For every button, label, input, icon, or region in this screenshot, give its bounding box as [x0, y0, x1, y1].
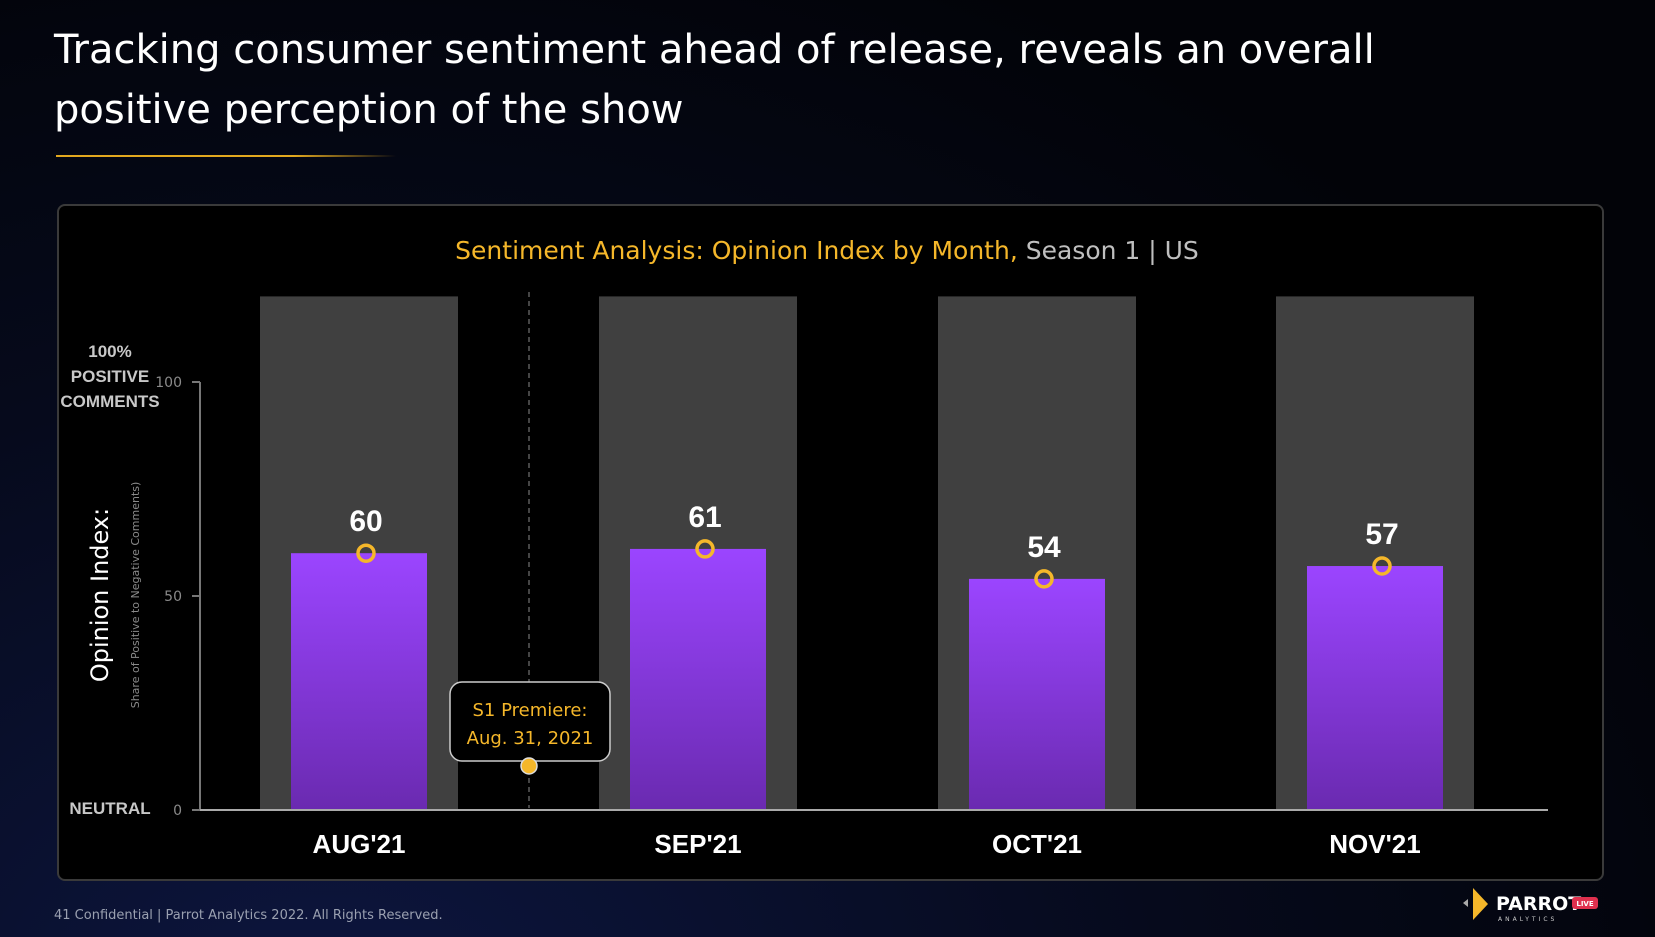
- chart-subtitle: Season 1 | US: [1026, 236, 1199, 265]
- footer-text: 41 Confidential | Parrot Analytics 2022.…: [54, 908, 443, 923]
- value-marker: [1034, 569, 1054, 589]
- x-tick-label: AUG'21: [313, 829, 406, 859]
- logo-sub: ANALYTICS: [1498, 916, 1557, 923]
- y-axis-label: Opinion Index:: [86, 508, 114, 682]
- annotation-line-2: Aug. 31, 2021: [467, 728, 594, 749]
- y-tick-label: 50: [164, 589, 182, 605]
- data-label: 61: [688, 501, 721, 534]
- y-tick-label: 0: [173, 803, 182, 819]
- bar-SEP'21: [630, 548, 766, 810]
- chart-title-line: Sentiment Analysis: Opinion Index by Mon…: [455, 236, 1199, 265]
- x-tick-label: NOV'21: [1329, 829, 1420, 859]
- parrot-analytics-logo: PARROT ANALYTICS LIVE: [1463, 888, 1598, 923]
- y-top-label-2: POSITIVE: [71, 367, 149, 386]
- y-bottom-label: NEUTRAL: [69, 799, 150, 818]
- logo-badge: LIVE: [1576, 900, 1593, 908]
- logo-name: PARROT: [1496, 893, 1581, 915]
- annotation-callout: S1 Premiere: Aug. 31, 2021: [449, 681, 611, 775]
- title-underline: [56, 155, 396, 157]
- value-marker: [1372, 556, 1392, 576]
- y-top-label-3: COMMENTS: [60, 392, 159, 411]
- y-tick-label: 100: [155, 375, 182, 391]
- data-label: 60: [349, 505, 382, 538]
- bar-NOV'21: [1307, 566, 1443, 810]
- x-tick-label: SEP'21: [654, 829, 741, 859]
- y-axis-sublabel: Share of Positive to Negative Comments): [129, 482, 142, 709]
- bar-OCT'21: [969, 578, 1105, 810]
- slide-title: Tracking consumer sentiment ahead of rel…: [54, 27, 1375, 133]
- bar-AUG'21: [291, 553, 427, 810]
- chart-title: Sentiment Analysis: Opinion Index by Mon…: [455, 236, 1018, 265]
- y-top-label-1: 100%: [88, 342, 131, 361]
- value-marker: [356, 543, 376, 563]
- premiere-dot: [520, 757, 538, 775]
- x-tick-label: OCT'21: [992, 829, 1082, 859]
- data-label: 57: [1365, 518, 1398, 551]
- value-marker: [695, 539, 715, 559]
- annotation-line-1: S1 Premiere:: [473, 700, 588, 721]
- data-label: 54: [1027, 531, 1061, 564]
